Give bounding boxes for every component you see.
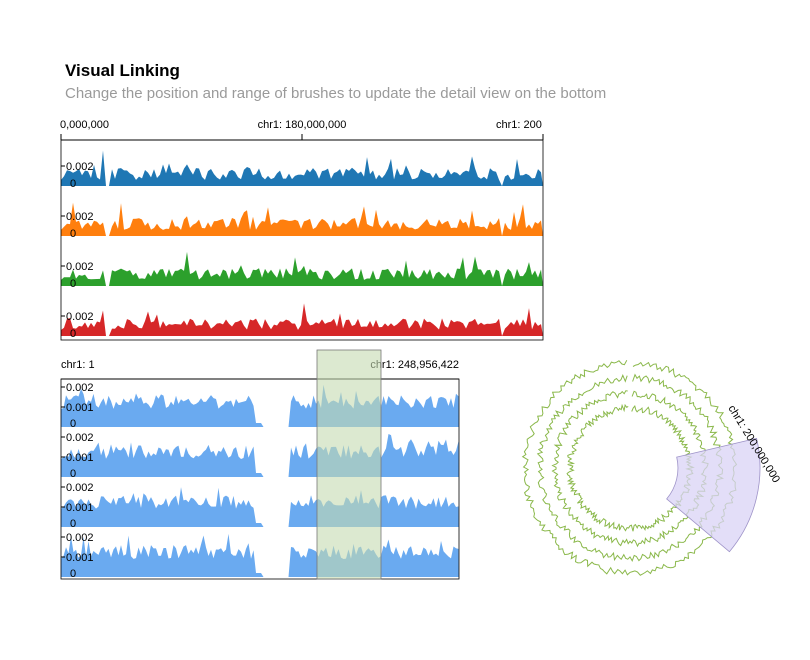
detail-tick-label: 0.002 (66, 432, 94, 444)
circular-view[interactable] (521, 360, 738, 576)
circular-track-line (521, 360, 738, 576)
detail-tick-label: 0.002 (66, 532, 94, 544)
overview-axis-label-end: chr1: 200 (496, 119, 542, 131)
overview-track-area (61, 251, 543, 286)
detail-tracks[interactable]: 0.002 0.001 0 0.002 0.001 0 0.002 0.001 0 0.002 0.… (61, 382, 459, 580)
detail-track-area (61, 434, 459, 477)
page-title: Visual Linking (65, 61, 180, 80)
detail-tick-label: 0.001 (66, 552, 94, 564)
overview-track-area (61, 303, 543, 336)
detail-tick-label: 0.001 (66, 402, 94, 414)
overview-tick-label: 0 (70, 278, 76, 290)
detail-track-area (61, 533, 459, 577)
overview-axis-label-start: 0,000,000 (60, 119, 109, 131)
detail-axis-label-end: chr1: 248,956,422 (370, 359, 459, 371)
detail-tick-label: 0 (70, 518, 76, 530)
detail-frame (60, 378, 460, 580)
overview-tick-label: 0.002 (66, 211, 94, 223)
detail-track-area (61, 487, 459, 527)
overview-tick-label: 0 (70, 228, 76, 240)
overview-track-area (61, 150, 543, 186)
overview-tracks[interactable]: 0.002 0 0.002 0 0.002 0 0.002 0 (61, 150, 543, 340)
detail-axis-label-start: chr1: 1 (61, 359, 95, 371)
circular-track-line (566, 403, 695, 532)
detail-tick-label: 0 (70, 568, 76, 580)
detail-axis: chr1: 1 chr1: 248,956,422 (61, 359, 459, 380)
detail-tick-label: 0.002 (66, 382, 94, 394)
detail-tick-label: 0.001 (66, 502, 94, 514)
detail-tick-label: 0 (70, 418, 76, 430)
overview-axis-label-mid: chr1: 180,000,000 (258, 119, 347, 131)
detail-tick-label: 0.001 (66, 452, 94, 464)
detail-brush[interactable] (316, 349, 382, 580)
overview-tick-label: 0.002 (66, 261, 94, 273)
overview-track-area (61, 202, 543, 236)
circular-track-line (551, 390, 709, 548)
circular-brush[interactable] (666, 437, 761, 553)
circular-track-line (536, 373, 725, 562)
overview-axis: 0,000,000 chr1: 180,000,000 chr1: 200 (60, 119, 544, 141)
overview-tick-label: 0.002 (66, 161, 94, 173)
detail-tick-label: 0.002 (66, 482, 94, 494)
overview-frame (60, 139, 544, 341)
overview-tick-label: 0.002 (66, 311, 94, 323)
page-subtitle: Change the position and range of brushes… (65, 85, 607, 102)
overview-tick-label: 0 (70, 328, 76, 340)
detail-track-area (61, 384, 459, 427)
detail-tick-label: 0 (70, 468, 76, 480)
overview-tick-label: 0 (70, 178, 76, 190)
